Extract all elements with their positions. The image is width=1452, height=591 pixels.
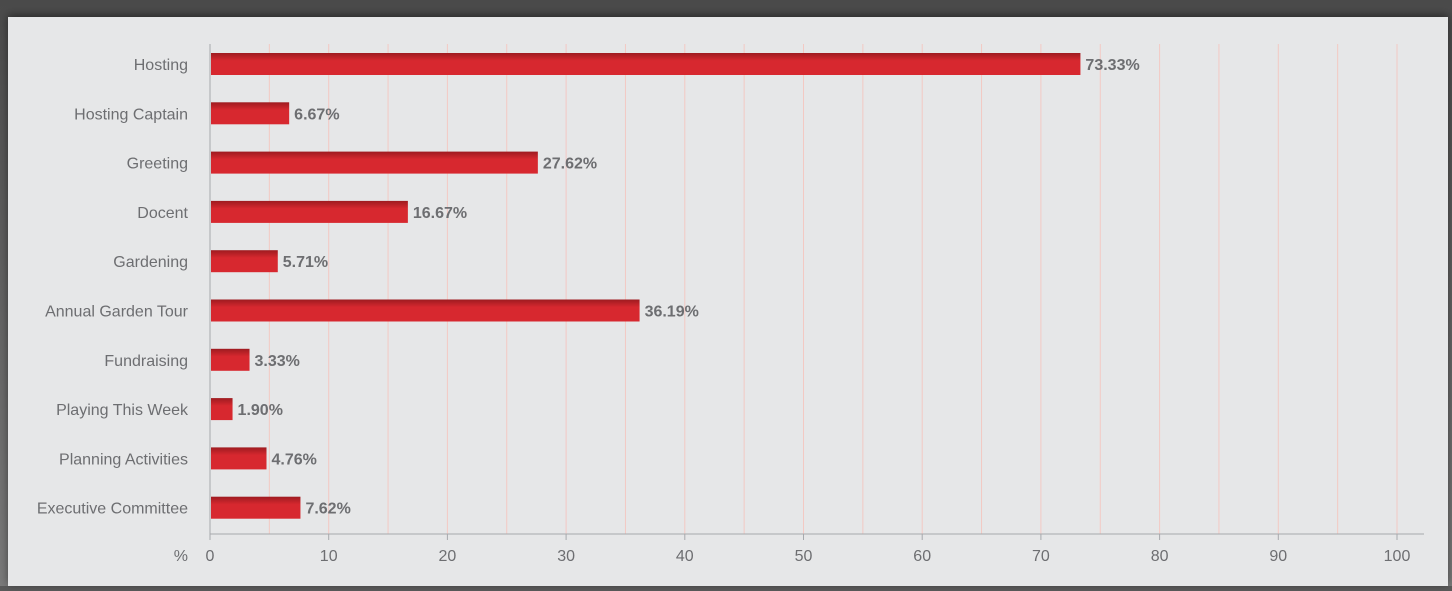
x-tick-label: 70 [1032,548,1050,565]
bar [211,348,250,371]
bar [211,398,233,421]
x-tick-label: 10 [320,548,338,565]
category-label: Hosting [134,57,188,74]
category-label: Hosting Captain [74,106,188,123]
value-label: 4.76% [272,451,317,468]
value-label: 36.19% [645,304,699,321]
x-tick-label: 100 [1384,548,1411,565]
bar [211,102,290,125]
bar [211,299,640,322]
category-label: Docent [137,205,188,222]
value-label: 3.33% [255,353,300,370]
x-tick-label: 20 [439,548,457,565]
value-label: 16.67% [413,205,467,222]
value-label: 7.62% [305,501,350,518]
category-label: Greeting [127,156,188,173]
labels: 0 10 20 30 40 50 60 70 80 90 100% Hosting 73.33% Host… [37,57,1411,565]
x-tick-label: 0 [206,548,215,565]
x-tick-label: 90 [1269,548,1287,565]
x-tick-label: 30 [557,548,575,565]
category-label: Planning Activities [59,451,188,468]
chart-panel: 0 10 20 30 40 50 60 70 80 90 100% Hosting 73.33% Host… [8,17,1448,586]
bar [211,200,408,223]
bar [211,447,267,470]
x-tick-label: 60 [913,548,931,565]
value-label: 1.90% [238,402,283,419]
value-label: 73.33% [1085,57,1139,74]
category-label: Fundraising [104,353,188,370]
x-axis-label: % [174,548,188,565]
category-label: Gardening [113,254,188,271]
category-label: Annual Garden Tour [45,304,189,321]
x-tick-label: 80 [1151,548,1169,565]
bar [211,496,301,519]
axes [209,44,1424,540]
x-tick-label: 40 [676,548,694,565]
category-label: Playing This Week [56,402,189,419]
value-label: 5.71% [283,254,328,271]
value-label: 6.67% [294,106,339,123]
bar [211,53,1081,75]
bars [211,53,1081,519]
bar-chart: 0 10 20 30 40 50 60 70 80 90 100% Hosting 73.33% Host… [37,44,1424,565]
value-label: 27.62% [543,156,597,173]
category-label: Executive Committee [37,501,188,518]
bar [211,250,278,273]
x-tick-label: 50 [795,548,813,565]
gridlines [268,44,1398,534]
bar [211,151,538,174]
